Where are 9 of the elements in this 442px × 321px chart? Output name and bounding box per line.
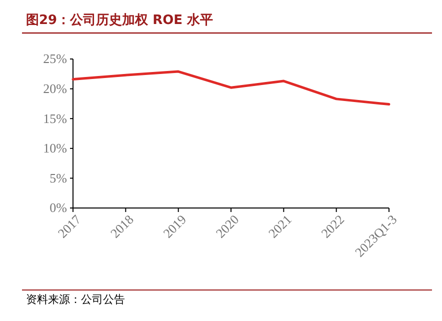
line-series [72, 70, 390, 106]
text: 资料来源：公司公告 [26, 293, 125, 306]
y-tick-label: 20% [43, 80, 68, 96]
y-tick-label: 10% [43, 140, 68, 156]
y-tick-label: 15% [43, 110, 68, 126]
chart-title: 图29：公司历史加权 ROE 水平 [26, 13, 214, 28]
y-tick-label: 0% [50, 200, 68, 216]
y-tick-label: 5% [50, 170, 68, 186]
y-tick-label: 25% [43, 51, 68, 66]
